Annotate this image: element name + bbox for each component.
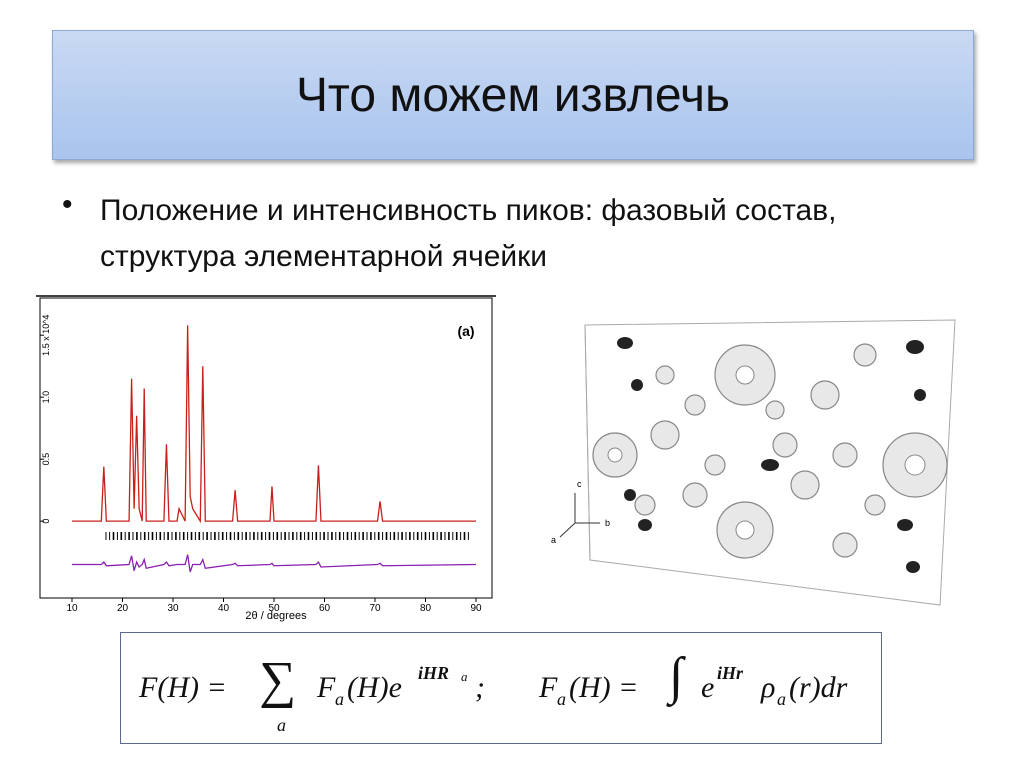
formula-part: iHr <box>717 663 744 683</box>
formula-part: a <box>461 669 468 684</box>
structure-image: c b a <box>551 319 956 606</box>
formula-part: a <box>277 715 286 735</box>
x-axis-label: 2θ / degrees <box>245 610 307 622</box>
formula-part: a <box>557 689 566 709</box>
dark-atoms <box>617 337 926 573</box>
y-tick-label: 0.5 <box>41 453 51 466</box>
formula-part: ∑ <box>259 652 297 709</box>
formula-part: a <box>335 689 344 709</box>
formula-part: a <box>777 689 786 709</box>
reflection-ticks <box>105 532 469 540</box>
y-tick-label: 0 <box>41 519 51 524</box>
x-tick-label: 30 <box>167 603 179 614</box>
formula-part: ; <box>475 671 485 704</box>
formula-part: e <box>701 671 715 704</box>
axis-label: c <box>577 479 582 489</box>
y-tick-label: 1.5 x 10^4 <box>41 315 51 356</box>
axis-label: a <box>551 535 556 545</box>
x-tick-label: 70 <box>369 603 381 614</box>
cell-edge <box>584 324 591 561</box>
data-line <box>72 554 477 573</box>
data-line <box>72 325 476 524</box>
formula-part: ∫ <box>669 648 684 705</box>
x-tick-label: 50 <box>268 603 280 614</box>
x-tick-label: 60 <box>319 603 331 614</box>
formula-part: (r)dr <box>789 671 848 704</box>
x-tick-label: 40 <box>218 603 230 614</box>
formula-part: F(H) = <box>139 671 227 704</box>
plot-frame <box>39 297 493 599</box>
axis-triad <box>559 493 600 538</box>
formula-part: iHR <box>418 663 450 683</box>
bullet-text: Положение и интенсивность пиков: фазовый… <box>100 194 837 273</box>
x-tick-label: 90 <box>470 603 482 614</box>
bullet-dot: • <box>62 188 73 221</box>
x-tick-label: 20 <box>117 603 129 614</box>
x-tick-label: 10 <box>66 603 78 614</box>
xrd-chart: (a) 2θ / degrees 10 20 30 40 50 60 70 80 90 0 0.5 1… <box>36 295 496 622</box>
formula-part: ρ <box>761 671 776 704</box>
x-tick-label: 80 <box>420 603 432 614</box>
panel-label: (a) <box>457 323 474 339</box>
formula-box: F(H) = ∑ a F a (H)e iHR a ; F a (H) = ∫ … <box>120 632 882 744</box>
formula-part: (H) = <box>569 671 639 704</box>
formula-part: (H)e <box>347 671 402 704</box>
formula-part: F <box>539 671 558 704</box>
axis-label: b <box>605 518 610 528</box>
slide-title: Что можем извлечь <box>52 30 974 160</box>
y-tick-label: 1.0 <box>41 391 51 404</box>
formula-part: F <box>317 671 336 704</box>
